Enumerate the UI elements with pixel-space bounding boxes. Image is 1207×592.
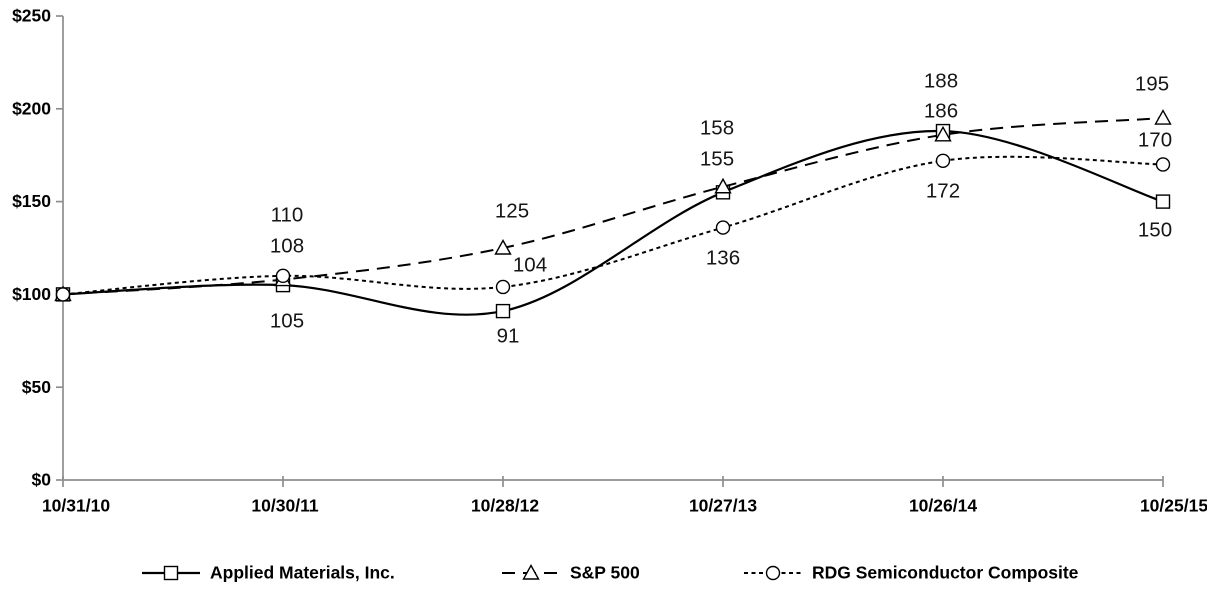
x-axis-label: 10/28/12 <box>471 496 539 516</box>
y-axis-label: $150 <box>12 191 51 211</box>
series-line-sp-500 <box>62 117 1164 296</box>
series-line-applied-materials-inc <box>62 129 1164 316</box>
data-point-label-rdg-semiconductor-composite: 170 <box>1138 128 1172 151</box>
data-point-marker-sp-500 <box>714 177 732 194</box>
legend-label-applied-materials-inc: Applied Materials, Inc. <box>210 563 395 583</box>
x-axis-label: 10/25/15 <box>1140 496 1207 516</box>
data-point-label-applied-materials-inc: 155 <box>700 147 734 170</box>
legend-label-sp-500: S&P 500 <box>570 563 640 583</box>
data-point-label-sp-500: 186 <box>924 99 958 122</box>
x-axis-label: 10/31/10 <box>42 496 110 516</box>
data-point-marker-rdg-semiconductor-composite <box>1155 157 1171 172</box>
y-axis-label: $200 <box>12 98 51 118</box>
data-point-label-sp-500: 108 <box>270 234 304 257</box>
data-point-label-rdg-semiconductor-composite: 104 <box>513 253 547 276</box>
data-point-marker-sp-500 <box>494 239 512 255</box>
data-point-marker-rdg-semiconductor-composite <box>275 268 291 284</box>
series-line-rdg-semiconductor-composite <box>62 155 1164 296</box>
data-point-label-sp-500: 195 <box>1135 72 1169 95</box>
legend-marker-rdg-semiconductor-composite <box>765 565 781 581</box>
legend-marker-applied-materials-inc <box>163 565 179 581</box>
data-point-marker-rdg-semiconductor-composite <box>55 287 71 302</box>
data-point-label-rdg-semiconductor-composite: 136 <box>706 246 740 269</box>
legend-label-rdg-semiconductor-composite: RDG Semiconductor Composite <box>812 563 1079 583</box>
legend-marker-sp-500 <box>522 564 540 580</box>
x-axis-label: 10/27/13 <box>689 496 757 516</box>
data-point-marker-rdg-semiconductor-composite <box>935 153 951 168</box>
data-point-label-applied-materials-inc: 105 <box>270 309 304 332</box>
data-point-marker-applied-materials-inc <box>1155 194 1171 209</box>
y-axis-label: $250 <box>12 6 51 26</box>
x-axis-label: 10/26/14 <box>909 496 977 516</box>
data-point-label-sp-500: 125 <box>495 199 529 222</box>
y-axis-label: $50 <box>22 377 51 397</box>
data-point-label-sp-500: 158 <box>700 116 734 139</box>
data-point-marker-sp-500 <box>1154 109 1172 125</box>
data-point-label-rdg-semiconductor-composite: 110 <box>271 203 304 226</box>
x-axis-label: 10/30/11 <box>251 496 318 516</box>
data-point-label-rdg-semiconductor-composite: 172 <box>926 179 960 202</box>
y-axis-label: $100 <box>12 284 51 304</box>
data-point-marker-applied-materials-inc <box>495 303 511 319</box>
data-point-label-applied-materials-inc: 150 <box>1138 218 1172 241</box>
data-point-marker-sp-500 <box>934 125 952 142</box>
data-point-marker-rdg-semiconductor-composite <box>495 279 511 295</box>
y-axis-label: $0 <box>32 470 52 490</box>
data-point-label-applied-materials-inc: 91 <box>497 324 520 347</box>
data-point-label-applied-materials-inc: 188 <box>924 69 958 92</box>
data-point-marker-rdg-semiconductor-composite <box>715 220 731 235</box>
